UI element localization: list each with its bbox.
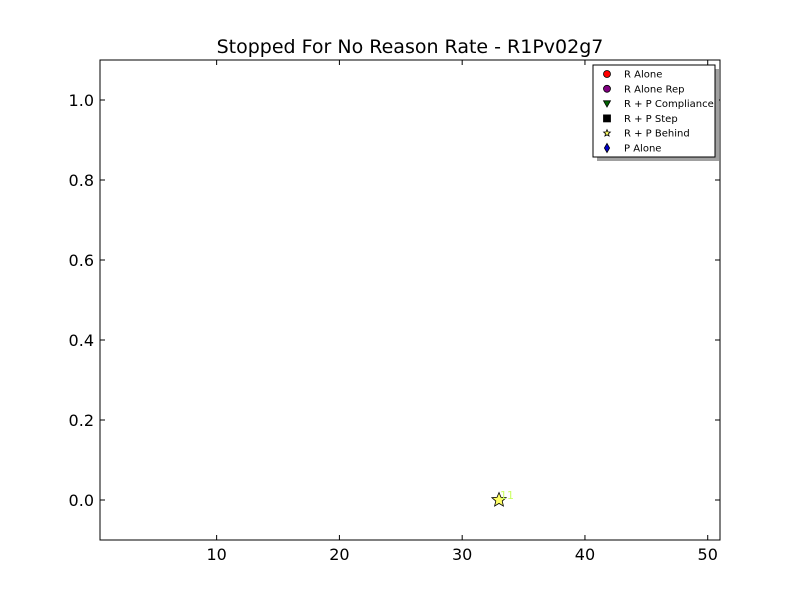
legend-entry-label: R + P Step [624,114,678,125]
data-point-label: 11 [500,489,514,502]
legend-entry-label: R Alone [624,70,662,81]
data-point [490,491,508,507]
axes-layer: 10 20 30 40 50 0.0 0.2 0.4 0.6 0.8 1.0 [69,60,720,564]
x-tick-label: 40 [575,545,595,564]
x-tick-label: 20 [329,545,349,564]
legend-entry-label: R + P Behind [624,129,690,140]
legend: R Alone R Alone Rep R + P Compliance R + P … [592,64,719,161]
y-tick-label: 0.8 [69,171,94,190]
chart-title: Stopped For No Reason Rate - R1Pv02g7 [217,36,604,58]
x-tick-label: 10 [206,545,226,564]
legend-marker [602,128,612,137]
y-tick-label: 1.0 [69,91,94,110]
y-tick-label: 0.6 [69,251,94,270]
x-tick-label: 50 [698,545,718,564]
legend-marker [603,114,611,123]
legend-marker [603,70,611,78]
legend-marker [603,142,611,154]
marks-layer: 11 [490,489,514,507]
legend-marker [603,84,611,93]
y-tick-label: 0.4 [69,331,94,350]
y-tick-label: 0.2 [69,411,94,430]
legend-marker [602,100,612,108]
legend-entry-label: R Alone Rep [624,84,685,95]
legend-box [592,64,716,158]
y-tick-label: 0.0 [69,491,94,510]
legend-entry-label: P Alone [624,144,661,155]
legend-entry-label: R + P Compliance [624,99,714,110]
x-tick-label: 30 [452,545,472,564]
